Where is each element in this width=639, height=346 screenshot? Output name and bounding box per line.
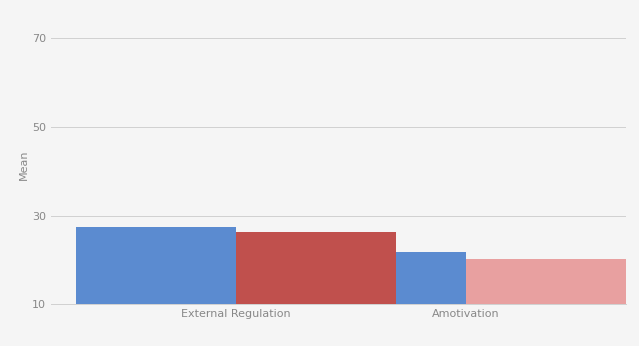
Bar — [306, 252, 466, 304]
Bar — [76, 227, 236, 304]
Bar — [236, 233, 396, 304]
Y-axis label: Mean: Mean — [19, 149, 29, 180]
Bar — [466, 259, 626, 304]
